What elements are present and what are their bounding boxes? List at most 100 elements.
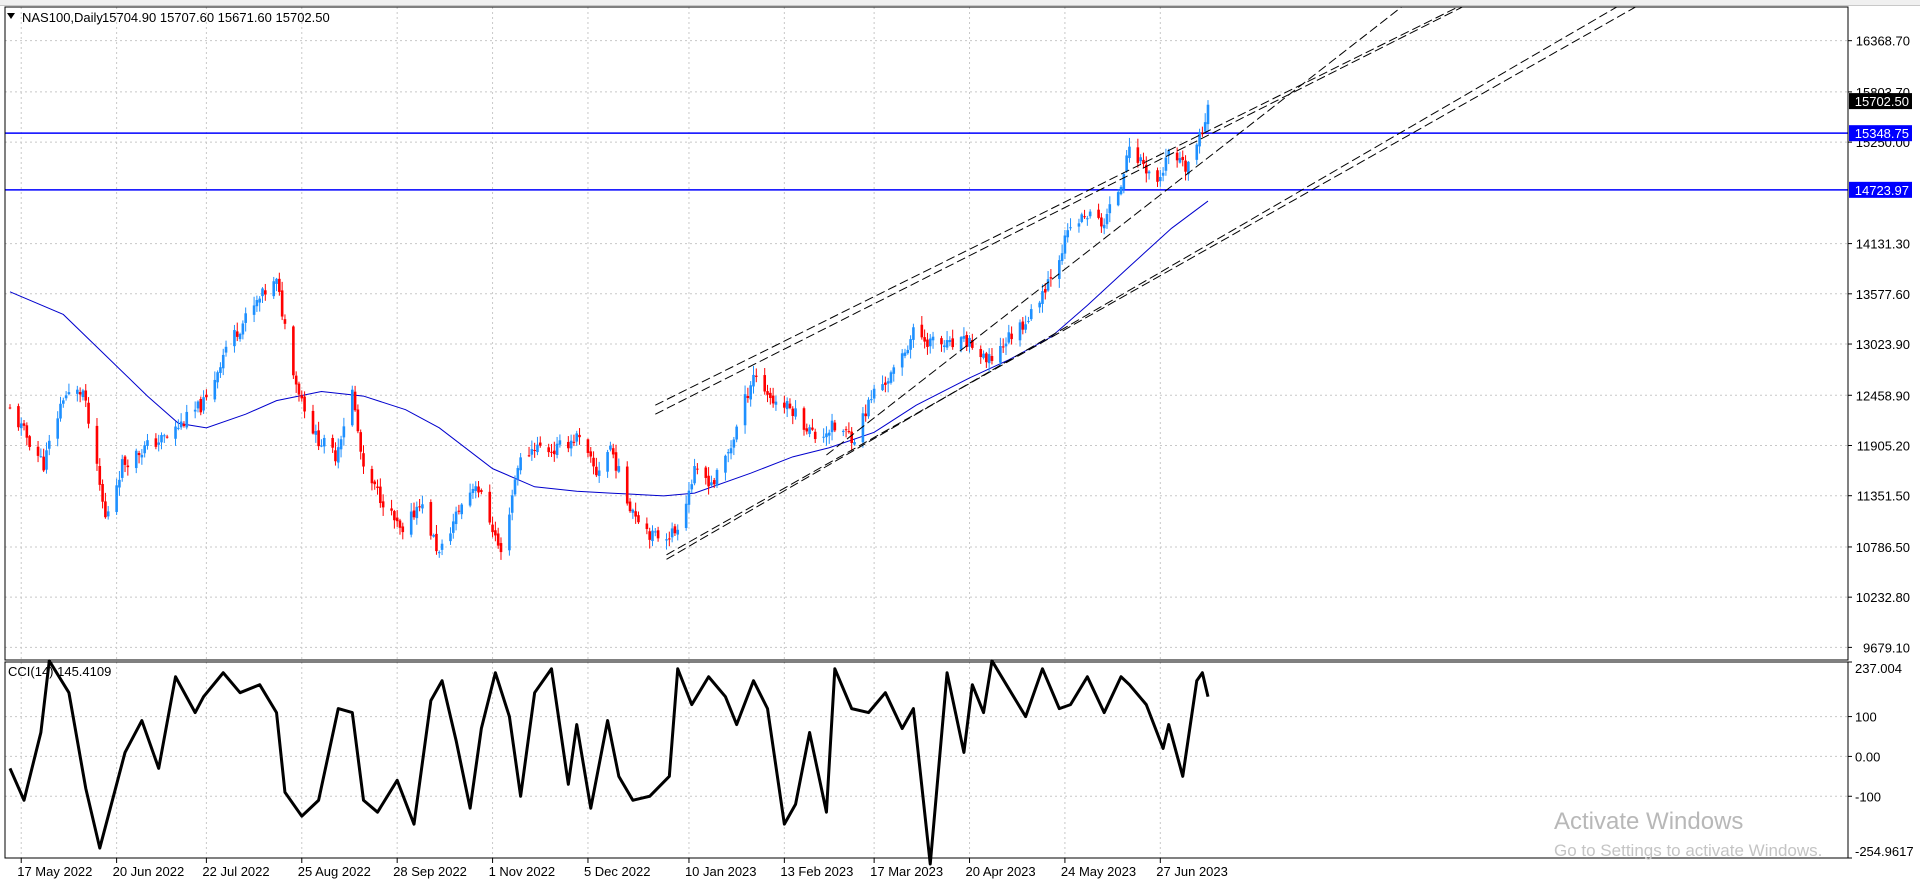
candle-body [1063,235,1067,254]
candle-body [628,501,632,512]
horizontal-lines[interactable] [5,132,1848,191]
candle [743,385,747,434]
candle-body [530,449,534,455]
candle-body [280,290,284,317]
candle-body [1175,152,1179,161]
candle-body [84,390,88,401]
cci-axis[interactable]: 237.004 100 0.00 -100 -254.9617 [1848,661,1914,859]
candle [637,511,640,524]
candle [64,391,68,401]
candle-body [1203,122,1207,132]
candle-body [870,399,873,401]
candle-body [457,510,461,512]
candle-body [241,323,245,335]
candle-body [1018,322,1022,341]
candle-body [1125,155,1128,172]
candle [1175,147,1179,168]
candle [381,494,385,516]
candle-body [42,456,45,471]
candle [474,481,478,499]
candle-body [1108,204,1112,214]
candle-body [415,506,419,519]
candle [732,436,736,456]
candle-body [334,450,337,462]
candle-body [123,456,127,465]
candle-body [578,434,581,438]
candle-body [847,431,851,433]
candle [567,436,570,453]
candle [833,419,837,433]
candle-body [221,354,225,369]
time-tick-label: 17 Mar 2023 [870,864,943,879]
candle-body [454,511,458,525]
candle [527,446,531,458]
candle-body [356,409,360,432]
candle-body [516,468,520,480]
candle-body [25,425,29,438]
candle [165,434,169,439]
candle [513,475,517,497]
time-tick-label: 25 Aug 2022 [298,864,371,879]
candle-body [1027,320,1030,322]
price-tick-label: 13023.90 [1856,337,1910,352]
candle [735,424,738,443]
candle [98,458,102,491]
candle [872,384,876,403]
candle [457,504,461,515]
candle [572,434,576,447]
candle-body [808,427,811,434]
candle-body [861,413,865,443]
candle [555,436,559,459]
hline-value-tag [1849,181,1912,198]
candle [244,307,247,332]
candle [146,433,149,450]
trendline-0 [655,7,1460,406]
candle [785,397,789,418]
candle-body [47,440,51,449]
trendlines[interactable] [655,0,1900,560]
candle [589,446,593,463]
candle-body [552,450,556,455]
top-toolbar-strip [0,0,1920,6]
candle-body [684,503,688,529]
candle-body [182,424,186,427]
candle-body [1198,132,1201,147]
candle-body [1142,159,1145,165]
candle [1142,152,1145,169]
candle [154,433,158,450]
candle [889,370,893,385]
activate-windows-subtitle: Go to Settings to activate Windows. [1554,841,1822,860]
candle [1161,167,1165,182]
candle-body [712,480,716,485]
candle [805,423,809,435]
candle [199,396,203,416]
candle [1088,209,1092,219]
candle [460,503,464,520]
candle [1001,338,1005,353]
candle-body [1144,164,1148,174]
candle [47,434,51,456]
time-axis[interactable]: 17 May 2022 20 Jun 2022 22 Jul 2022 25 Aug … [17,858,1228,879]
time-tick-label: 10 Jan 2023 [685,864,757,879]
candle-body [8,407,12,409]
candle [1004,337,1008,355]
candle [488,484,492,525]
candle-body [196,401,200,409]
candle [951,329,954,350]
candle [1102,218,1106,235]
price-tick-label: 14131.30 [1856,237,1910,252]
candle-body [373,481,377,485]
price-axis[interactable]: 16368.7015803.7015250.0014131.3013577.60… [1848,34,1912,656]
candle-body [1043,289,1047,293]
candle [143,441,146,458]
candle [412,502,416,520]
candle [631,508,635,519]
candle-body [693,466,696,484]
candle-body [572,441,576,443]
candle [334,442,337,466]
candle-body [1088,211,1092,217]
candle [811,418,814,431]
candle [480,488,483,495]
dropdown-arrow-icon[interactable] [7,13,15,19]
